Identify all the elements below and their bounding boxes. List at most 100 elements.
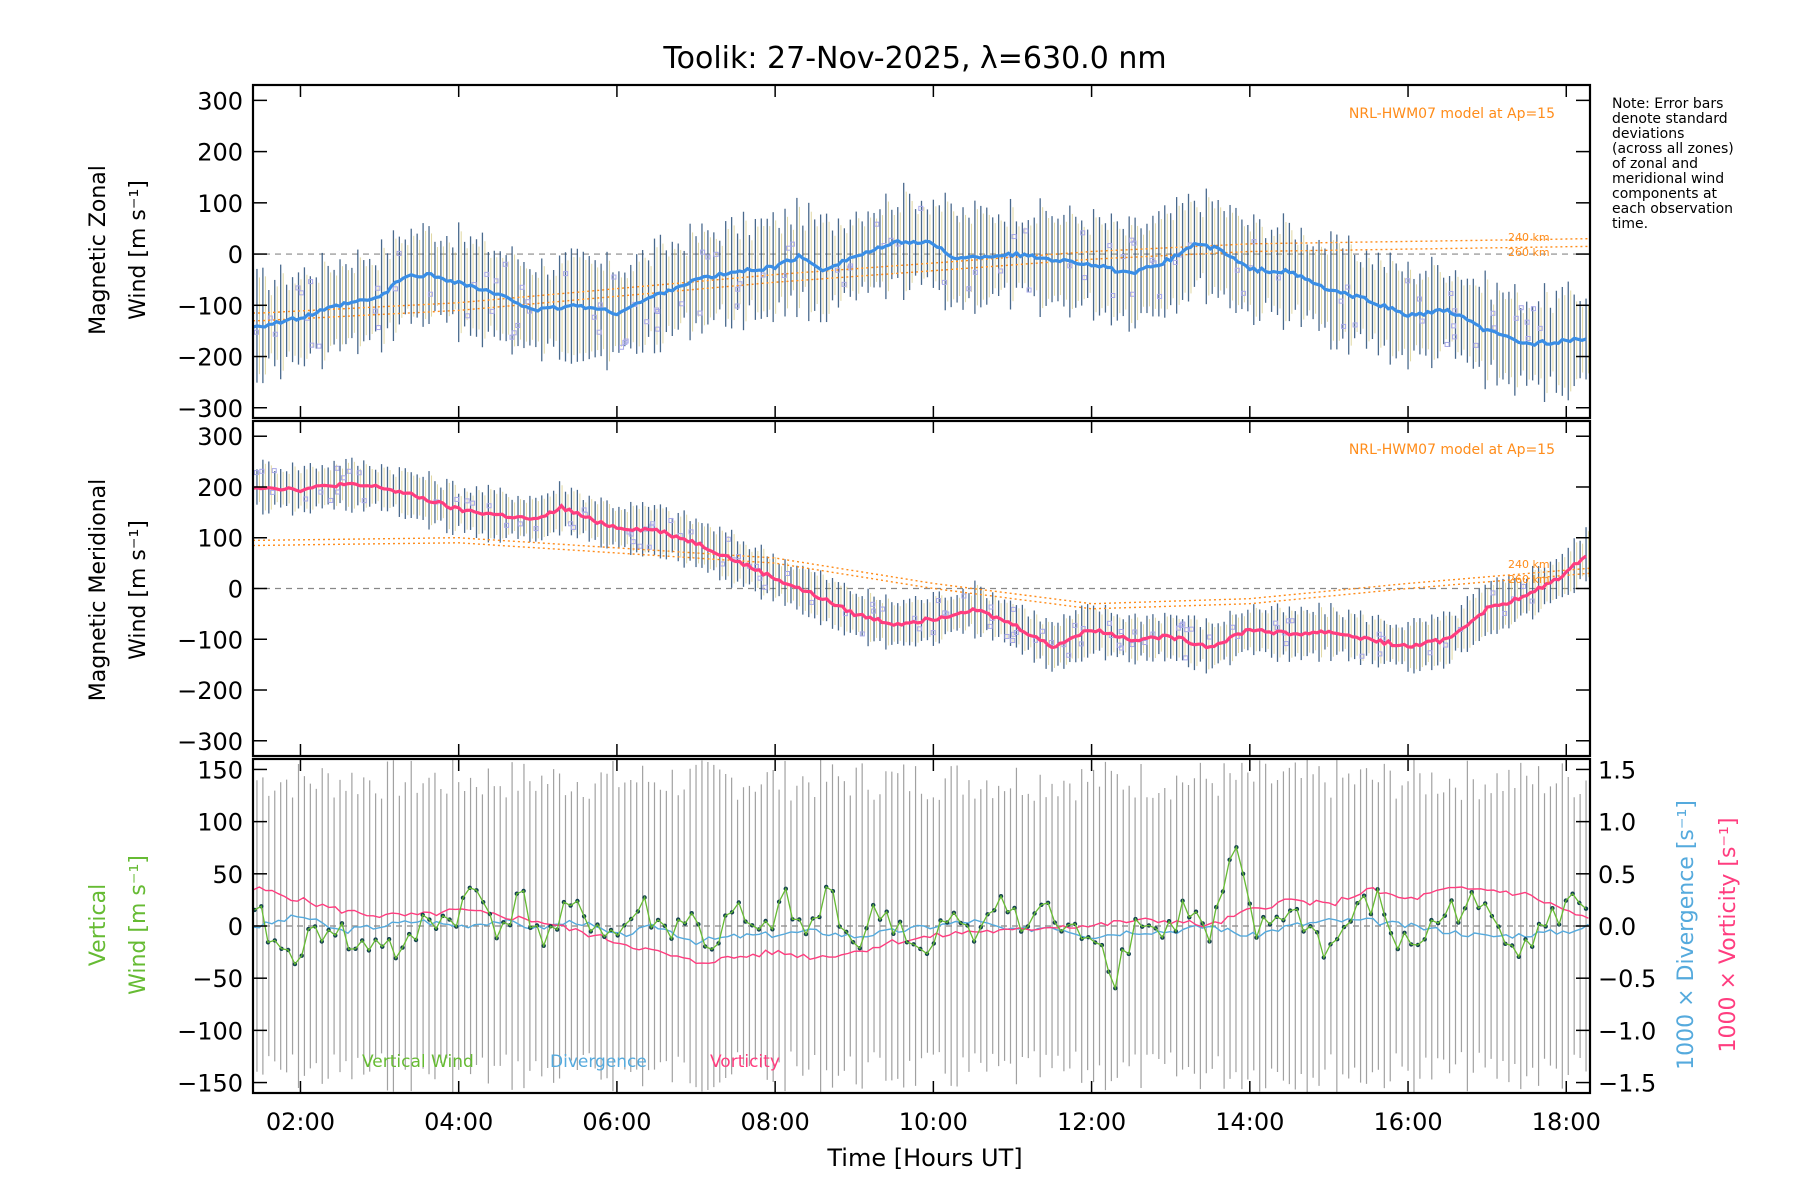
zone-point	[623, 338, 629, 344]
zone-point	[1275, 275, 1281, 281]
vertical-ylabel-line2: Wind [m s⁻¹]	[126, 855, 151, 995]
zone-point	[454, 496, 460, 502]
zone-point	[571, 524, 577, 530]
zone-point	[1444, 341, 1450, 347]
zone-point	[998, 268, 1004, 274]
zone-point	[679, 301, 685, 307]
x-tick-labels: 02:00 04:00 06:00 08:00 10:00 12:00 14:00 16:00…	[266, 1108, 1601, 1136]
zone-point	[303, 496, 309, 502]
zone-point	[611, 274, 617, 280]
zone-point	[725, 536, 731, 542]
zone-point	[1529, 598, 1535, 604]
zone-point	[1234, 267, 1240, 273]
zone-point	[1013, 629, 1019, 635]
zone-point	[1040, 628, 1046, 634]
zone-point	[1119, 645, 1125, 651]
zone-point	[1338, 298, 1344, 304]
zone-point	[988, 604, 994, 610]
zone-point	[789, 241, 795, 247]
zone-point	[630, 539, 636, 545]
y-tick-label: −100	[177, 292, 243, 320]
divergence-axis-label: 1000 × Divergence [s⁻¹]	[1674, 800, 1699, 1070]
vertical-wind-line	[254, 845, 1587, 991]
zone-point	[1230, 624, 1236, 630]
zone-point	[1129, 642, 1135, 648]
zone-point	[785, 571, 791, 577]
zone-point	[328, 497, 334, 503]
zone-point	[318, 489, 324, 495]
zonal-wind-line	[252, 238, 1587, 348]
zone-point	[700, 249, 706, 255]
legend-vorticity: Vorticity	[710, 1052, 780, 1072]
zone-point	[1377, 651, 1383, 657]
zone-point	[1251, 239, 1257, 245]
zone-point	[1416, 296, 1422, 302]
zone-point	[1513, 315, 1519, 321]
zone-point	[489, 308, 495, 314]
zone-point	[1345, 284, 1351, 290]
zone-point	[1142, 640, 1148, 646]
zone-point	[1180, 621, 1186, 627]
zone-point	[1491, 325, 1497, 331]
model-curve-260km	[253, 542, 1591, 610]
panel-frame	[251, 83, 1592, 420]
zone-point	[591, 314, 597, 320]
y-tick-label: 100	[197, 525, 243, 553]
zone-point	[1110, 293, 1116, 299]
x-tick-label: 06:00	[582, 1108, 651, 1136]
y2-tick-label: −1.5	[1598, 1070, 1656, 1098]
legend-vertical-wind: Vertical Wind	[362, 1052, 474, 1072]
y-tick-label: −300	[177, 395, 243, 423]
zone-point	[361, 498, 367, 504]
zone-point	[1448, 291, 1454, 297]
y-tick-label: 300	[197, 87, 243, 115]
zone-point	[1172, 259, 1178, 265]
x-tick-label: 04:00	[424, 1108, 493, 1136]
zone-point	[912, 615, 918, 621]
zone-point	[1376, 631, 1382, 637]
zone-point	[597, 302, 603, 308]
zone-point	[1283, 641, 1289, 647]
error-bars	[256, 182, 1590, 403]
y-tick-label: −200	[177, 344, 243, 372]
zone-point	[654, 307, 660, 313]
error-bars	[256, 759, 1587, 1093]
zone-point	[719, 561, 725, 567]
meridional-wind-line	[252, 481, 1587, 650]
zonal-model-alt-240: 240 km	[1508, 231, 1550, 244]
zone-point	[1273, 620, 1279, 626]
zone-point	[1419, 318, 1425, 324]
zone-point	[871, 608, 877, 614]
zone-point	[1066, 652, 1072, 658]
zone-point	[346, 468, 352, 474]
zone-point	[502, 261, 508, 267]
zone-point	[1405, 278, 1411, 284]
meridional-model-label: NRL-HWM07 model at Ap=15	[1349, 442, 1555, 458]
y2-tick-label: −1.0	[1598, 1017, 1656, 1045]
zone-point	[259, 468, 265, 474]
y-tick-label: 200	[197, 474, 243, 502]
zone-point	[1072, 622, 1078, 628]
zone-point	[848, 263, 854, 269]
x-tick-label: 14:00	[1215, 1108, 1284, 1136]
zone-point	[1080, 230, 1086, 236]
zone-point	[1010, 606, 1016, 612]
zone-point	[298, 290, 304, 296]
zone-point	[1067, 263, 1073, 269]
zone-point	[646, 544, 652, 550]
zone-point	[1286, 618, 1292, 624]
zone-point	[753, 563, 759, 569]
zone-point	[1473, 342, 1479, 348]
zone-point	[735, 286, 741, 292]
y2-tick-label: 1.0	[1598, 809, 1636, 837]
zone-point	[1157, 293, 1163, 299]
zone-point	[1078, 641, 1084, 647]
y-tick-label: 50	[212, 861, 243, 889]
zone-point	[1524, 319, 1530, 325]
y-tick-label: 150	[197, 756, 243, 784]
x-tick-label: 16:00	[1373, 1108, 1442, 1136]
zone-point	[316, 343, 322, 349]
zone-point	[1443, 642, 1449, 648]
note-line: Note: Error bars	[1612, 96, 1723, 112]
zone-point	[1129, 291, 1135, 297]
